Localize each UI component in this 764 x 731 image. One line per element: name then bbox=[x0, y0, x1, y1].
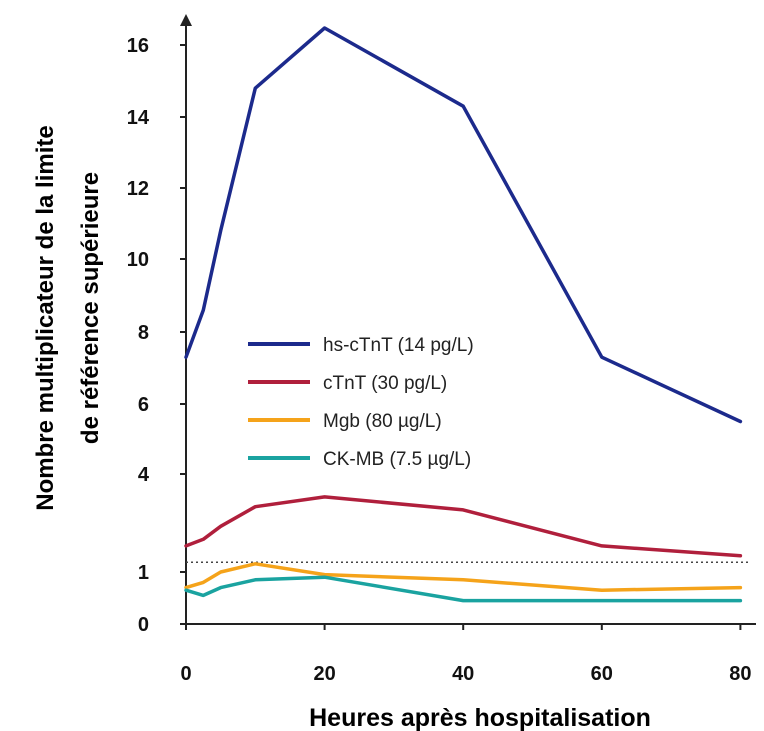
y-axis-title-line1: Nombre multiplicateur de la limite bbox=[32, 125, 59, 510]
x-axis-title: Heures après hospitalisation bbox=[309, 704, 651, 731]
legend-label-0: hs-cTnT (14 pg/L) bbox=[323, 335, 474, 356]
y-tick-label: 14 bbox=[127, 107, 150, 129]
legend-label-3: CK-MB (7.5 µg/L) bbox=[323, 449, 471, 470]
y-tick-label: 6 bbox=[138, 394, 149, 416]
x-tick-label: 20 bbox=[313, 663, 335, 685]
series-line-0 bbox=[184, 26, 743, 424]
y-tick-label: 0 bbox=[138, 614, 149, 636]
legend: hs-cTnT (14 pg/L) cTnT (30 pg/L) Mgb (80 µ… bbox=[248, 335, 474, 470]
x-tick-labels: 0 20 40 60 80 bbox=[180, 624, 752, 685]
x-tick-label: 60 bbox=[591, 663, 613, 685]
y-tick-label: 1 bbox=[138, 562, 149, 584]
x-tick-label: 0 bbox=[180, 663, 191, 685]
axes bbox=[180, 14, 756, 625]
series-line-2 bbox=[184, 562, 743, 592]
series-lines bbox=[184, 26, 743, 603]
series-line-3 bbox=[184, 575, 743, 603]
y-tick-label: 10 bbox=[127, 249, 149, 271]
y-tick-label: 8 bbox=[138, 322, 149, 344]
y-axis-title-line2: de référence supérieure bbox=[77, 172, 104, 444]
y-tick-label: 16 bbox=[127, 35, 149, 57]
y-tick-label: 12 bbox=[127, 178, 149, 200]
y-axis-arrow bbox=[180, 14, 192, 26]
series-line-1 bbox=[184, 495, 743, 558]
legend-label-2: Mgb (80 µg/L) bbox=[323, 411, 442, 432]
x-tick-label: 80 bbox=[729, 663, 751, 685]
x-tick-label: 40 bbox=[452, 663, 474, 685]
legend-label-1: cTnT (30 pg/L) bbox=[323, 373, 447, 394]
y-tick-label: 4 bbox=[138, 464, 150, 486]
